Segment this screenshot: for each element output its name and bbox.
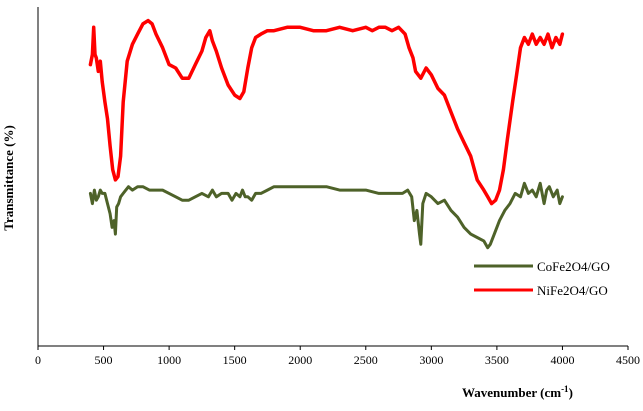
x-axis-title-sup: -1 <box>561 384 569 394</box>
x-tick-label: 2500 <box>354 353 378 367</box>
series-line-cofe2o4-go <box>88 181 564 250</box>
x-tick-label: 2000 <box>288 353 312 367</box>
x-tick-label: 1000 <box>157 353 181 367</box>
legend-label-nife2o4-go: NiFe2O4/GO <box>537 283 608 298</box>
legend-item-cofe2o4-go: CoFe2O4/GO <box>474 259 610 274</box>
x-axis-title: Wavenumber (cm-1) <box>462 384 573 400</box>
series-layer <box>88 18 565 250</box>
x-tick-label: 4000 <box>550 353 574 367</box>
x-tick-label: 4500 <box>616 353 640 367</box>
series-line-nife2o4-go <box>88 18 565 206</box>
x-tick-label: 500 <box>95 353 113 367</box>
x-tick-label: 1500 <box>223 353 247 367</box>
x-axis-title-close: ) <box>569 385 573 400</box>
legend-label-cofe2o4-go: CoFe2O4/GO <box>537 259 610 274</box>
x-tick-label: 3000 <box>419 353 443 367</box>
legend: CoFe2O4/GO NiFe2O4/GO <box>474 259 610 298</box>
x-ticks: 0 500 1000 1500 2000 2500 3000 3500 4000 4500 <box>35 346 640 367</box>
x-tick-label: 0 <box>35 353 41 367</box>
y-axis-title: Transmittance (%) <box>1 125 16 231</box>
legend-item-nife2o4-go: NiFe2O4/GO <box>474 283 608 298</box>
x-axis-title-main: Wavenumber (cm <box>462 385 561 400</box>
x-tick-label: 3500 <box>485 353 509 367</box>
